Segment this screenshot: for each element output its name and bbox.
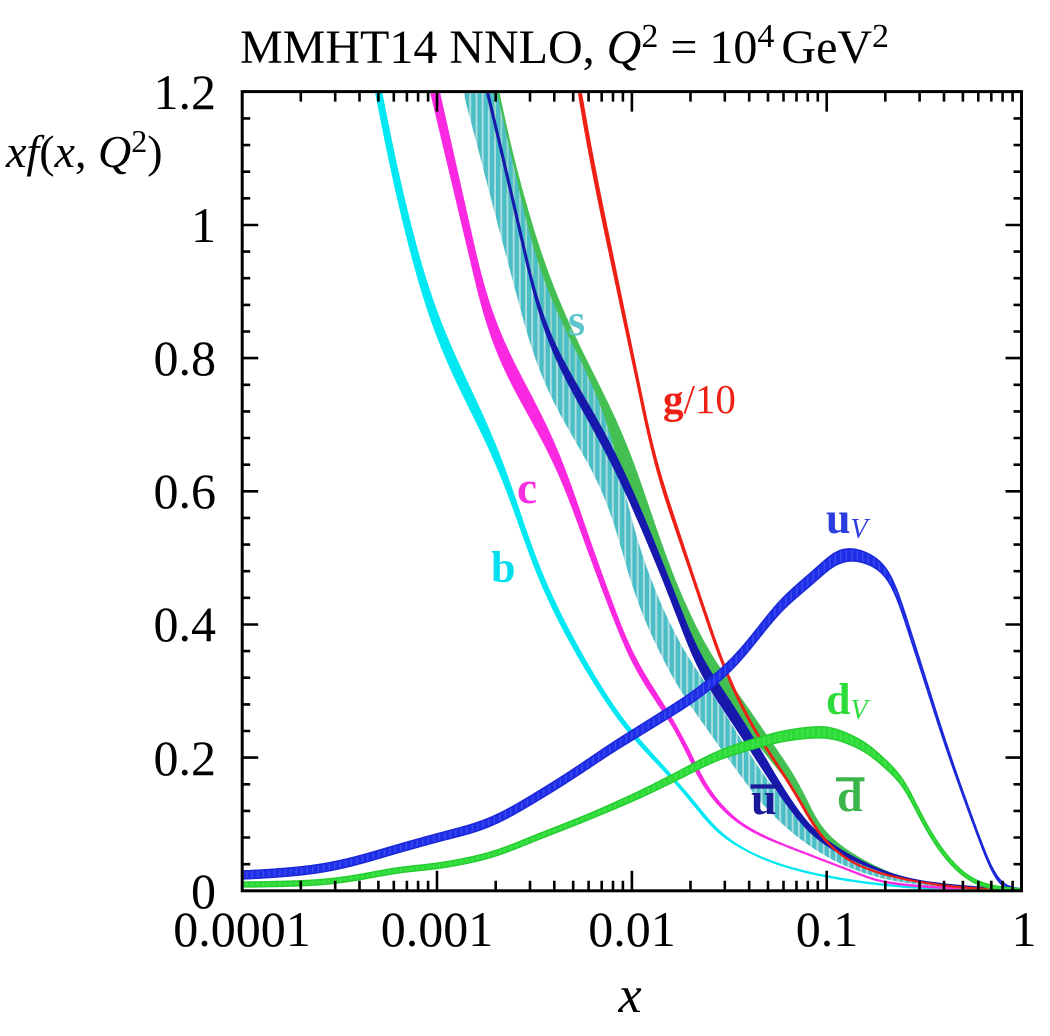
svg-text:0.4: 0.4	[154, 596, 217, 652]
svg-text:b: b	[491, 543, 515, 592]
svg-text:c: c	[517, 463, 537, 513]
svg-text:g/10: g/10	[663, 376, 736, 422]
svg-text:xf(x, Q2): xf(x, Q2)	[5, 123, 163, 177]
svg-text:1.2: 1.2	[154, 64, 217, 120]
svg-text:0.0001: 0.0001	[173, 901, 311, 957]
svg-text:0.2: 0.2	[154, 730, 217, 786]
svg-text:0.01: 0.01	[588, 901, 676, 957]
svg-text:x: x	[617, 967, 641, 1024]
svg-text:0.1: 0.1	[796, 901, 859, 957]
svg-text:0.8: 0.8	[154, 330, 217, 386]
svg-text:0.001: 0.001	[381, 901, 494, 957]
svg-text:dV: dV	[826, 675, 870, 726]
svg-text:1: 1	[1012, 901, 1037, 957]
svg-text:0.6: 0.6	[154, 463, 217, 519]
svg-text:u: u	[751, 773, 777, 824]
svg-text:1: 1	[191, 197, 216, 253]
svg-text:s: s	[568, 296, 585, 345]
svg-text:0: 0	[191, 863, 216, 919]
